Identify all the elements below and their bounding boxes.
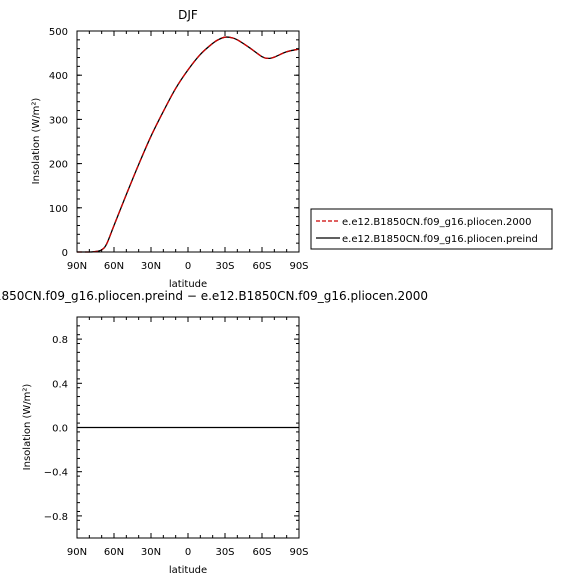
series-line-dashed	[76, 36, 300, 253]
x-tick-label: 30N	[141, 547, 161, 558]
y-tick-label: −0.4	[44, 468, 68, 479]
x-tick-label: 30N	[141, 261, 161, 272]
top-panel-y-axis-label: Insolation (W/m²)	[31, 98, 42, 185]
x-tick-label: 60S	[252, 547, 271, 558]
y-tick-label: 300	[49, 115, 68, 126]
x-tick-label: 60N	[104, 547, 124, 558]
y-tick-label: 100	[49, 204, 68, 215]
top-panel: DJF Insolation (W/m²) latitude 90N 60N 30N…	[31, 8, 309, 290]
y-tick-label: 400	[49, 71, 68, 82]
x-tick-label: 0	[185, 261, 191, 272]
bottom-panel-frame	[76, 316, 300, 539]
y-tick-label: 0.0	[52, 424, 68, 435]
legend: e.e12.B1850CN.f09_g16.pliocen.2000 e.e12…	[310, 208, 553, 250]
y-tick-label: 0.4	[52, 379, 68, 390]
bottom-panel-y-axis-label: Insolation (W/m²)	[22, 384, 33, 471]
bottom-panel-x-axis-label: latitude	[169, 565, 207, 576]
x-tick-label: 90N	[67, 261, 87, 272]
x-tick-label: 90N	[67, 547, 87, 558]
y-tick-label: 500	[49, 27, 68, 38]
x-tick-label: 90S	[289, 261, 308, 272]
bottom-panel-title: e.e12.B1850CN.f09_g16.pliocen.preind − e…	[0, 289, 428, 303]
legend-box	[310, 208, 553, 250]
top-panel-title: DJF	[178, 8, 198, 22]
y-tick-label: −0.8	[44, 512, 68, 523]
top-panel-series	[76, 36, 300, 253]
x-tick-label: 90S	[289, 547, 308, 558]
legend-entry-2000: e.e12.B1850CN.f09_g16.pliocen.2000	[342, 217, 531, 228]
x-tick-label: 60N	[104, 261, 124, 272]
bottom-panel: e.e12.B1850CN.f09_g16.pliocen.preind − e…	[0, 289, 428, 576]
x-tick-label: 0	[185, 547, 191, 558]
top-panel-ticks: 90N 60N 30N 0 30S 60S 90S 0 100 200 300 400 500	[49, 27, 309, 272]
y-tick-label: 200	[49, 160, 68, 171]
legend-entry-preind: e.e12.B1850CN.f09_g16.pliocen.preind	[342, 234, 538, 245]
bottom-panel-ticks: 90N 60N 30N 0 30S 60S 90S 0.8 0.4 0.0 −0.4 −0.8	[44, 316, 309, 558]
top-panel-x-axis-label: latitude	[169, 279, 207, 290]
x-tick-label: 30S	[215, 547, 234, 558]
y-tick-label: 0	[62, 248, 68, 259]
top-panel-frame	[76, 30, 300, 253]
x-tick-label: 30S	[215, 261, 234, 272]
y-tick-label: 0.8	[52, 335, 68, 346]
x-tick-label: 60S	[252, 261, 271, 272]
